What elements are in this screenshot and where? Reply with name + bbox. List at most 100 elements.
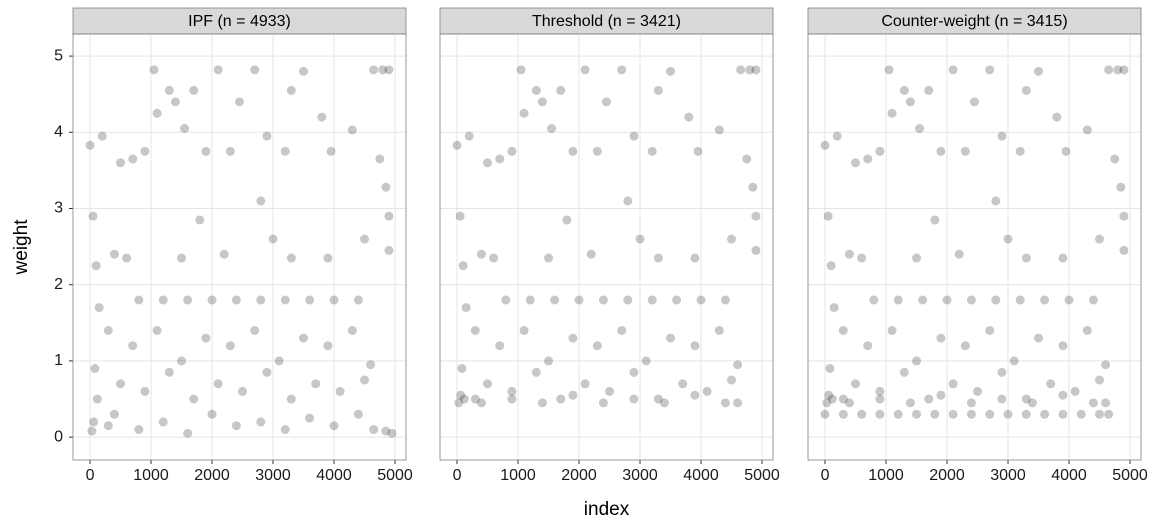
point (369, 425, 379, 435)
point (1040, 409, 1050, 419)
point (250, 325, 260, 335)
point (103, 421, 113, 431)
point (924, 394, 934, 404)
point (483, 158, 493, 168)
point (501, 295, 511, 305)
point (256, 196, 266, 206)
point (109, 249, 119, 259)
point (1104, 409, 1114, 419)
x-tick-label: 5000 (377, 467, 413, 484)
x-tick-label: 0 (86, 467, 95, 484)
point (1095, 234, 1105, 244)
point (483, 379, 493, 389)
point (286, 394, 296, 404)
point (857, 253, 867, 263)
point (128, 341, 138, 351)
point (158, 295, 168, 305)
point (568, 333, 578, 343)
point (635, 234, 645, 244)
point (672, 295, 682, 305)
point (519, 325, 529, 335)
x-axis-title: index (584, 499, 630, 520)
strip-title: Counter-weight (n = 3415) (881, 13, 1067, 30)
point (823, 211, 833, 221)
point (623, 196, 633, 206)
point (629, 367, 639, 377)
point (562, 215, 572, 225)
point (659, 398, 669, 408)
point (201, 333, 211, 343)
strip-title: Threshold (n = 3421) (532, 13, 681, 30)
point (930, 409, 940, 419)
point (1015, 146, 1025, 156)
point (1021, 409, 1031, 419)
point (92, 394, 102, 404)
point (1058, 409, 1068, 419)
point (268, 234, 278, 244)
point (869, 295, 879, 305)
point (366, 360, 376, 370)
point (1034, 66, 1044, 76)
point (829, 303, 839, 313)
point (286, 85, 296, 95)
point (838, 325, 848, 335)
x-tick-label: 0 (821, 467, 830, 484)
point (748, 182, 758, 192)
x-tick-label: 2000 (194, 467, 230, 484)
x-tick-label: 1000 (500, 467, 536, 484)
point (875, 386, 885, 396)
point (476, 398, 486, 408)
point (948, 379, 958, 389)
point (1119, 211, 1129, 221)
point (90, 364, 100, 374)
point (225, 341, 235, 351)
point (991, 196, 1001, 206)
point (250, 65, 260, 75)
point (690, 253, 700, 263)
point (899, 85, 909, 95)
point (231, 295, 241, 305)
point (378, 65, 388, 75)
point (207, 409, 217, 419)
point (690, 390, 700, 400)
panel-border (72, 33, 407, 461)
point (653, 85, 663, 95)
point (195, 215, 205, 225)
point (825, 364, 835, 374)
point (347, 125, 357, 135)
point (89, 417, 99, 427)
point (985, 409, 995, 419)
point (1064, 295, 1074, 305)
point (544, 356, 554, 366)
point (985, 65, 995, 75)
point (507, 394, 517, 404)
y-tick-label: 1 (54, 352, 63, 369)
point (997, 394, 1007, 404)
point (329, 295, 339, 305)
point (189, 85, 199, 95)
point (844, 398, 854, 408)
point (820, 409, 830, 419)
point (1101, 398, 1111, 408)
point (387, 428, 397, 438)
point (751, 211, 761, 221)
point (714, 325, 724, 335)
point (531, 367, 541, 377)
point (617, 325, 627, 335)
point (256, 295, 266, 305)
point (384, 211, 394, 221)
x-tick-label: 1000 (133, 467, 169, 484)
point (893, 409, 903, 419)
point (262, 131, 272, 141)
point (1101, 360, 1111, 370)
point (720, 398, 730, 408)
points (820, 65, 1129, 419)
point (1015, 295, 1025, 305)
point (347, 325, 357, 335)
point (884, 65, 894, 75)
point (966, 398, 976, 408)
point (1058, 341, 1068, 351)
point (702, 386, 712, 396)
point (305, 295, 315, 305)
point (733, 398, 743, 408)
